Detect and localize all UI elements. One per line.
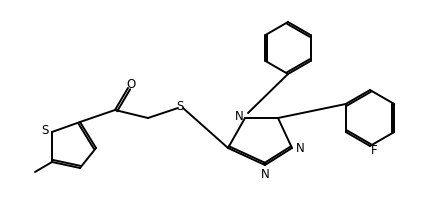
Text: N: N: [296, 143, 305, 156]
Text: N: N: [261, 167, 269, 181]
Text: F: F: [371, 143, 377, 157]
Text: O: O: [126, 78, 136, 92]
Text: S: S: [176, 100, 184, 113]
Text: N: N: [235, 111, 244, 124]
Text: S: S: [41, 124, 49, 138]
